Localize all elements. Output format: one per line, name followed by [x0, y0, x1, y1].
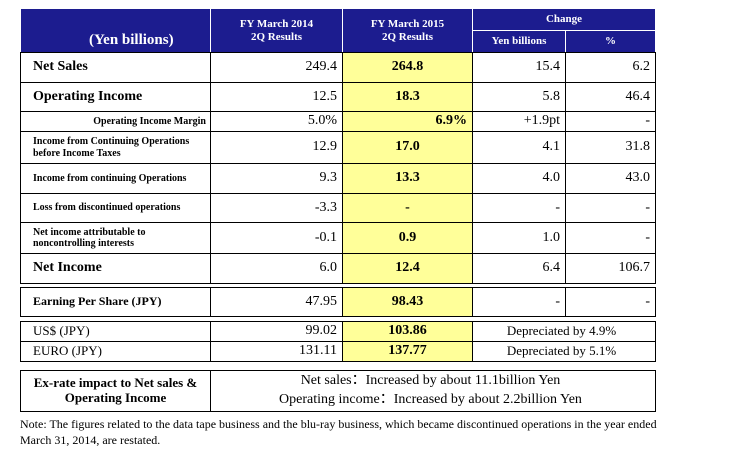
header-line: FY March 2015 [370, 17, 445, 30]
change-value: 4.0 [472, 163, 566, 194]
change-header: Change [472, 8, 656, 31]
pct-value: - [565, 193, 656, 223]
fy2015-value: 0.9 [342, 222, 473, 254]
exrate-line: Net sales：Increased by about 11.1billion… [300, 373, 561, 389]
exrate-label: Ex-rate impact to Net sales & Operating … [20, 370, 211, 412]
fy2015-value: 18.3 [342, 82, 473, 112]
fy2015-value: 98.43 [342, 287, 473, 317]
row-label: Income from Continuing Operations before… [20, 131, 211, 164]
fy2014-value: 9.3 [210, 163, 343, 194]
fy2015-value: 264.8 [342, 52, 473, 83]
pct-value: - [565, 287, 656, 317]
change-value: 1.0 [472, 222, 566, 254]
pct-value: - [565, 222, 656, 254]
change-value: 5.8 [472, 82, 566, 112]
fx-label: US$ (JPY) [20, 321, 211, 342]
fy2014-value: 249.4 [210, 52, 343, 83]
fy2015-value: 12.4 [342, 253, 473, 284]
header-line: 2Q Results [381, 30, 434, 43]
change-value: +1.9pt [472, 111, 566, 132]
fx-change: Depreciated by 4.9% [472, 321, 656, 342]
column-header: FY March 2015 2Q Results [342, 8, 473, 53]
fy2014-value: 12.5 [210, 82, 343, 112]
change-yen-header: Yen billions [472, 30, 566, 53]
column-header: FY March 2014 2Q Results [210, 8, 343, 53]
change-value: 4.1 [472, 131, 566, 164]
fy2015-value: 13.3 [342, 163, 473, 194]
change-value: 15.4 [472, 52, 566, 83]
exrate-line: Operating income：Increased by about 2.2b… [279, 392, 582, 407]
pct-value: 6.2 [565, 52, 656, 83]
exrate-text: Net sales：Increased by about 11.1billion… [210, 370, 656, 412]
fy2014-value: 131.11 [210, 341, 343, 362]
row-label: Net income attributable to noncontrollin… [20, 222, 211, 254]
pct-value: 106.7 [565, 253, 656, 284]
fy2014-value: 99.02 [210, 321, 343, 342]
fy2014-value: 6.0 [210, 253, 343, 284]
change-pct-header: % [565, 30, 656, 53]
fy2014-value: 47.95 [210, 287, 343, 317]
row-label: Net Sales [20, 52, 211, 83]
change-value: 6.4 [472, 253, 566, 284]
pct-value: - [565, 111, 656, 132]
fy2014-value: 5.0% [210, 111, 343, 132]
fy2014-value: 12.9 [210, 131, 343, 164]
fy2015-value: 137.77 [342, 341, 473, 362]
row-label: Operating Income Margin [20, 111, 211, 132]
fy2015-value: 103.86 [342, 321, 473, 342]
fy2014-value: -3.3 [210, 193, 343, 223]
header-line: 2Q Results [250, 30, 303, 43]
pct-value: 31.8 [565, 131, 656, 164]
row-label: Net Income [20, 253, 211, 284]
row-label: Loss from discontinued operations [20, 193, 211, 223]
change-value: - [472, 287, 566, 317]
header-line: FY March 2014 [239, 17, 314, 30]
fx-label: EURO (JPY) [20, 341, 211, 362]
fy2014-value: -0.1 [210, 222, 343, 254]
fx-change: Depreciated by 5.1% [472, 341, 656, 362]
pct-value: 46.4 [565, 82, 656, 112]
eps-label: Earning Per Share (JPY) [20, 287, 211, 317]
pct-value: 43.0 [565, 163, 656, 194]
row-label: Operating Income [20, 82, 211, 112]
unit-header: (Yen billions) [20, 8, 211, 53]
change-value: - [472, 193, 566, 223]
fy2015-value: - [342, 193, 473, 223]
fy2015-value: 17.0 [342, 131, 473, 164]
row-label: Income from continuing Operations [20, 163, 211, 194]
fy2015-value: 6.9% [342, 111, 473, 132]
note: Note: The figures related to the data ta… [20, 417, 657, 447]
